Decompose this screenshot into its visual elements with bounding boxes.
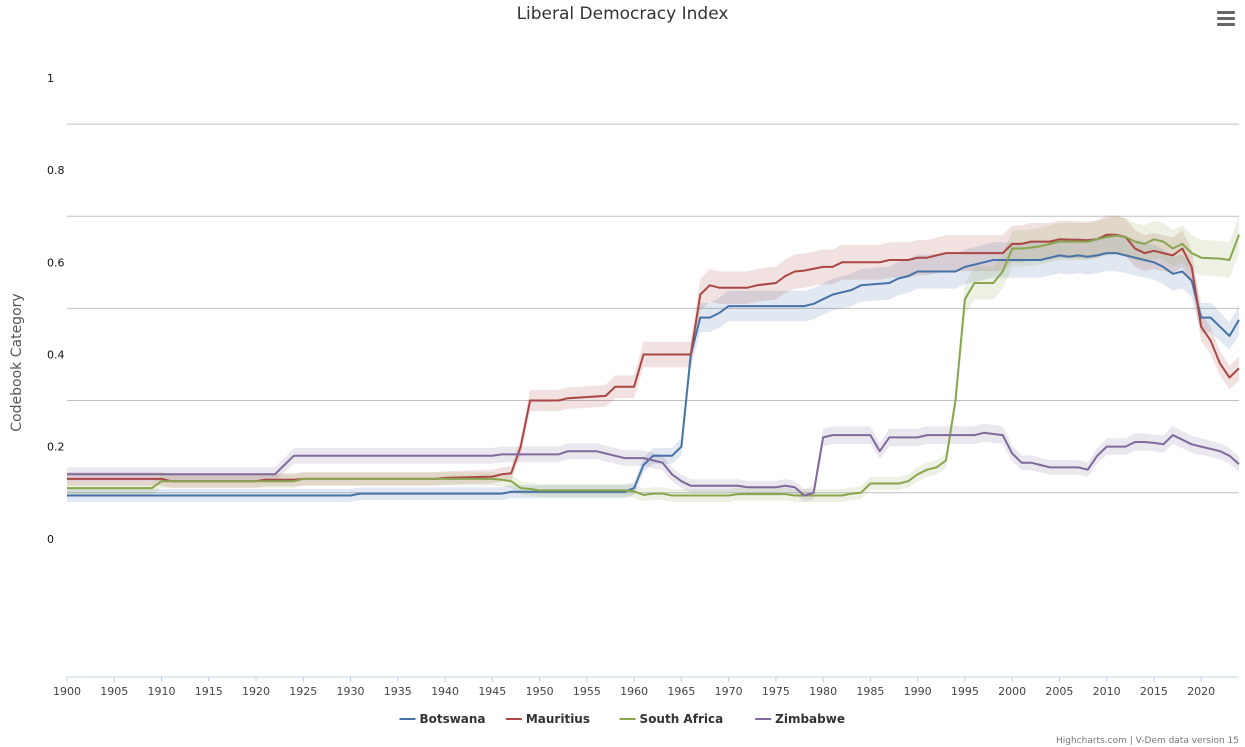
x-tick-label: 1985 xyxy=(856,685,884,698)
x-tick-label: 1970 xyxy=(715,685,743,698)
x-tick-label: 1935 xyxy=(384,685,412,698)
legend-item[interactable]: Botswana xyxy=(399,712,486,726)
x-tick-label: 2010 xyxy=(1093,685,1121,698)
series-line-zimbabwe xyxy=(67,431,1240,497)
y-tick-label: 0.6 xyxy=(47,256,65,269)
x-tick-label: 1930 xyxy=(337,685,365,698)
x-tick-label: 1915 xyxy=(195,685,223,698)
hamburger-menu-icon[interactable] xyxy=(1213,8,1239,32)
x-tick-label: 1940 xyxy=(431,685,459,698)
x-tick-label: 1960 xyxy=(620,685,648,698)
legend-item[interactable]: South Africa xyxy=(619,712,724,726)
x-tick-label: 1925 xyxy=(289,685,317,698)
legend-item[interactable]: Mauritius xyxy=(505,712,590,726)
x-tick-label: 1965 xyxy=(667,685,695,698)
x-tick-label: 2015 xyxy=(1140,685,1168,698)
legend-label: Botswana xyxy=(419,712,485,726)
x-tick-label: 1995 xyxy=(951,685,979,698)
confidence-band-botswana xyxy=(67,235,1239,502)
chart-title: Liberal Democracy Index xyxy=(516,4,729,24)
x-tick-label: 1990 xyxy=(904,685,932,698)
x-tick-label: 2020 xyxy=(1187,685,1215,698)
x-tick-label: 1920 xyxy=(242,685,270,698)
confidence-band-south-africa xyxy=(67,215,1239,502)
x-tick-label: 1900 xyxy=(53,685,81,698)
x-tick-label: 2005 xyxy=(1045,685,1073,698)
confidence-band-zimbabwe xyxy=(67,423,1239,502)
y-tick-label: 0.4 xyxy=(47,348,65,361)
legend-label: Mauritius xyxy=(526,712,590,726)
legend-label: South Africa xyxy=(640,712,724,726)
series-line-south-africa xyxy=(67,234,1240,497)
y-tick-label: 0.2 xyxy=(47,441,65,454)
chart-credits[interactable]: Highcharts.com | V-Dem data version 15 xyxy=(1056,736,1239,746)
series-line-mauritius xyxy=(67,233,1240,483)
series-line-botswana xyxy=(67,252,1240,497)
x-tick-label: 1905 xyxy=(100,685,128,698)
x-tick-label: 1945 xyxy=(478,685,506,698)
x-tick-label: 2000 xyxy=(998,685,1026,698)
x-tick-label: 1980 xyxy=(809,685,837,698)
x-tick-label: 1975 xyxy=(762,685,790,698)
x-tick-label: 1950 xyxy=(526,685,554,698)
x-tick-label: 1910 xyxy=(148,685,176,698)
confidence-band-mauritius xyxy=(67,215,1239,488)
legend-item[interactable]: Zimbabwe xyxy=(755,712,845,726)
y-axis-label: Codebook Category xyxy=(9,293,25,431)
x-tick-label: 1955 xyxy=(573,685,601,698)
y-tick-label: 0.8 xyxy=(47,164,65,177)
legend-label: Zimbabwe xyxy=(775,712,845,726)
y-tick-label: 1 xyxy=(47,72,54,85)
y-tick-label: 0 xyxy=(47,533,54,546)
